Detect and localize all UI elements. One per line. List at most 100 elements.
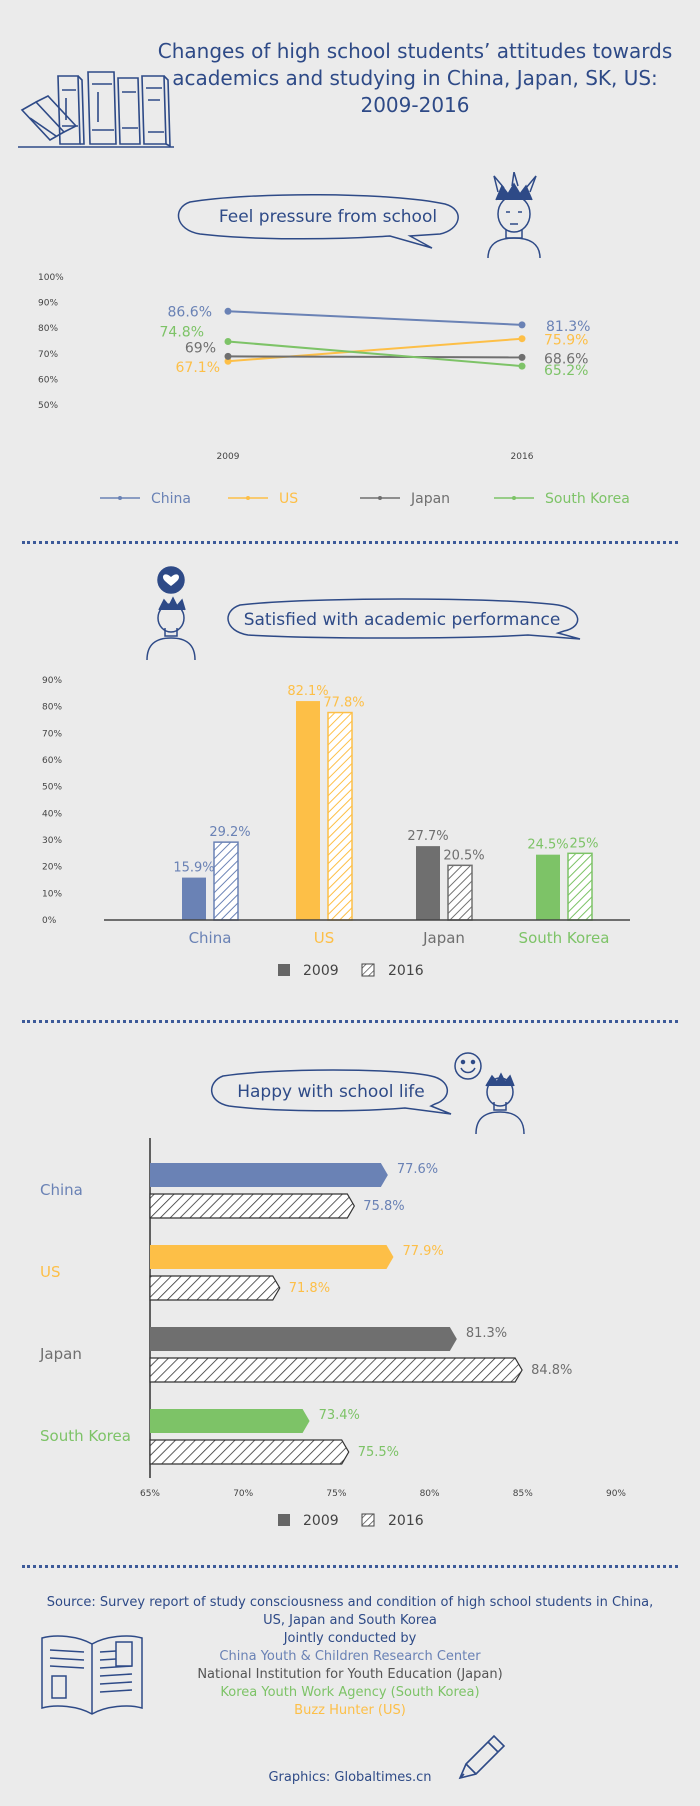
data-label-us: 67.1% xyxy=(176,360,220,376)
heart-student-icon xyxy=(146,566,196,661)
point-south-korea xyxy=(518,362,526,370)
point-china xyxy=(518,321,526,329)
y-category-label: US xyxy=(40,1263,61,1281)
jointly-text: Jointly conducted by xyxy=(283,1631,417,1646)
legend-label-2016: 2016 xyxy=(388,963,424,979)
bar-south-korea-2016 xyxy=(149,1439,350,1465)
x-tick-label: China xyxy=(189,929,232,947)
divider-3 xyxy=(22,1565,678,1568)
bar-us-2009 xyxy=(150,1245,394,1269)
y-tick-label: 70% xyxy=(42,729,62,739)
divider-2 xyxy=(22,1020,678,1023)
stressed-student-icon xyxy=(487,172,541,258)
legend-label-us: US xyxy=(279,491,298,507)
bar-south-korea-2009 xyxy=(150,1409,310,1433)
data-label-us-2009: 77.9% xyxy=(402,1244,443,1259)
data-label-japan: 69% xyxy=(185,340,216,356)
legend-label-japan: Japan xyxy=(410,491,450,507)
bar-japan-2016 xyxy=(149,1357,523,1383)
chart2-title: Satisfied with academic performance xyxy=(244,610,561,630)
y-tick-label: 70% xyxy=(38,350,58,360)
smiley-icon xyxy=(454,1052,482,1080)
y-tick-label: 50% xyxy=(42,783,62,793)
data-label-us: 75.9% xyxy=(544,333,588,349)
bar-china-2016 xyxy=(149,1193,356,1219)
y-tick-label: 60% xyxy=(42,756,62,766)
open-book-icon xyxy=(41,1635,143,1715)
y-tick-label: 10% xyxy=(42,889,62,899)
y-tick-label: 60% xyxy=(38,375,58,385)
y-tick-label: 0% xyxy=(42,916,57,926)
point-japan xyxy=(518,353,526,361)
x-tick-label: 65% xyxy=(140,1489,160,1499)
data-label-south-korea-2016: 25% xyxy=(570,836,599,851)
y-tick-label: 80% xyxy=(42,703,62,713)
legend-swatch-2009 xyxy=(278,1514,290,1526)
data-label-china-2009: 15.9% xyxy=(173,861,214,876)
y-category-label: China xyxy=(40,1181,83,1199)
org-japan: National Institution for Youth Education… xyxy=(197,1667,503,1682)
pressure-line-chart: 100% 90% 80% 70% 60% 50% 2009 2016 86.6% 81.3% 6… xyxy=(38,273,630,507)
bar-china-2009 xyxy=(182,877,206,920)
legend-marker-south-korea xyxy=(512,496,516,500)
y-tick-label: 20% xyxy=(42,863,62,873)
y-tick-label: 100% xyxy=(38,273,64,283)
y-tick-label: 80% xyxy=(38,324,58,334)
source-text: Source: Survey report of study conscious… xyxy=(46,1595,654,1628)
data-label-japan-2009: 81.3% xyxy=(466,1326,507,1341)
data-label-us-2016: 71.8% xyxy=(289,1281,330,1296)
line-japan xyxy=(227,355,523,359)
bar-us-2016 xyxy=(327,711,353,921)
x-tick-label: US xyxy=(314,929,335,947)
satisfied-bar-chart: 90% 80% 70% 60% 50% 40% 30% 20% 10% 0% 15.9% 29.2%… xyxy=(42,676,630,979)
bar-us-2009 xyxy=(296,701,320,920)
legend-label-china: China xyxy=(151,491,191,507)
data-label-japan-2016: 20.5% xyxy=(443,848,484,863)
data-label-japan-2009: 27.7% xyxy=(407,829,448,844)
data-label-china-2016: 75.8% xyxy=(363,1199,404,1214)
y-category-label: Japan xyxy=(39,1345,82,1363)
x-tick-label: 90% xyxy=(606,1489,626,1499)
org-china: China Youth & Children Research Center xyxy=(219,1649,481,1664)
data-label-south-korea-2009: 24.5% xyxy=(527,838,568,853)
legend-label-2016: 2016 xyxy=(388,1513,424,1529)
data-label-japan-2016: 84.8% xyxy=(531,1363,572,1378)
x-tick-label: 85% xyxy=(513,1489,533,1499)
point-us xyxy=(518,335,526,343)
x-tick-label: 70% xyxy=(233,1489,253,1499)
data-label-south-korea: 65.2% xyxy=(544,363,588,379)
data-label-china: 86.6% xyxy=(168,304,212,320)
source-block: Source: Survey report of study conscious… xyxy=(40,1594,660,1720)
legend-swatch-2009 xyxy=(278,964,290,976)
y-tick-label: 30% xyxy=(42,836,62,846)
happy-student-icon xyxy=(475,1072,525,1134)
divider-1 xyxy=(22,541,678,544)
data-label-south-korea-2009: 73.4% xyxy=(319,1408,360,1423)
legend-marker-japan xyxy=(378,496,382,500)
data-label-south-korea: 74.8% xyxy=(160,325,204,341)
x-tick-label: 2016 xyxy=(511,452,534,462)
x-tick-label: 75% xyxy=(326,1489,346,1499)
legend-marker-china xyxy=(118,496,122,500)
books-icon xyxy=(18,71,174,148)
data-label-china: 81.3% xyxy=(546,319,590,335)
data-label-us-2009: 82.1% xyxy=(287,684,328,699)
bar-japan-2016 xyxy=(447,864,473,921)
speech-bubble-satisfied: Satisfied with academic performance xyxy=(227,598,581,640)
point-south-korea xyxy=(224,338,232,346)
y-tick-label: 50% xyxy=(38,401,58,411)
point-china xyxy=(224,307,232,315)
legend-label-2009: 2009 xyxy=(303,1513,339,1529)
y-tick-label: 90% xyxy=(42,676,62,686)
data-label-china-2016: 29.2% xyxy=(209,825,250,840)
happy-hbar-chart: 65% 70% 75% 80% 85% 90% 77.6% 75.8% China 77.9% 7… xyxy=(39,1138,626,1529)
org-korea: Korea Youth Work Agency (South Korea) xyxy=(220,1685,480,1700)
data-label-japan: 68.6% xyxy=(544,351,588,367)
bar-japan-2009 xyxy=(416,846,440,920)
y-category-label: South Korea xyxy=(40,1427,131,1445)
data-label-us-2016: 77.8% xyxy=(323,696,364,711)
bar-us-2016 xyxy=(149,1275,281,1301)
data-label-china-2009: 77.6% xyxy=(397,1162,438,1177)
bar-japan-2009 xyxy=(150,1327,457,1351)
